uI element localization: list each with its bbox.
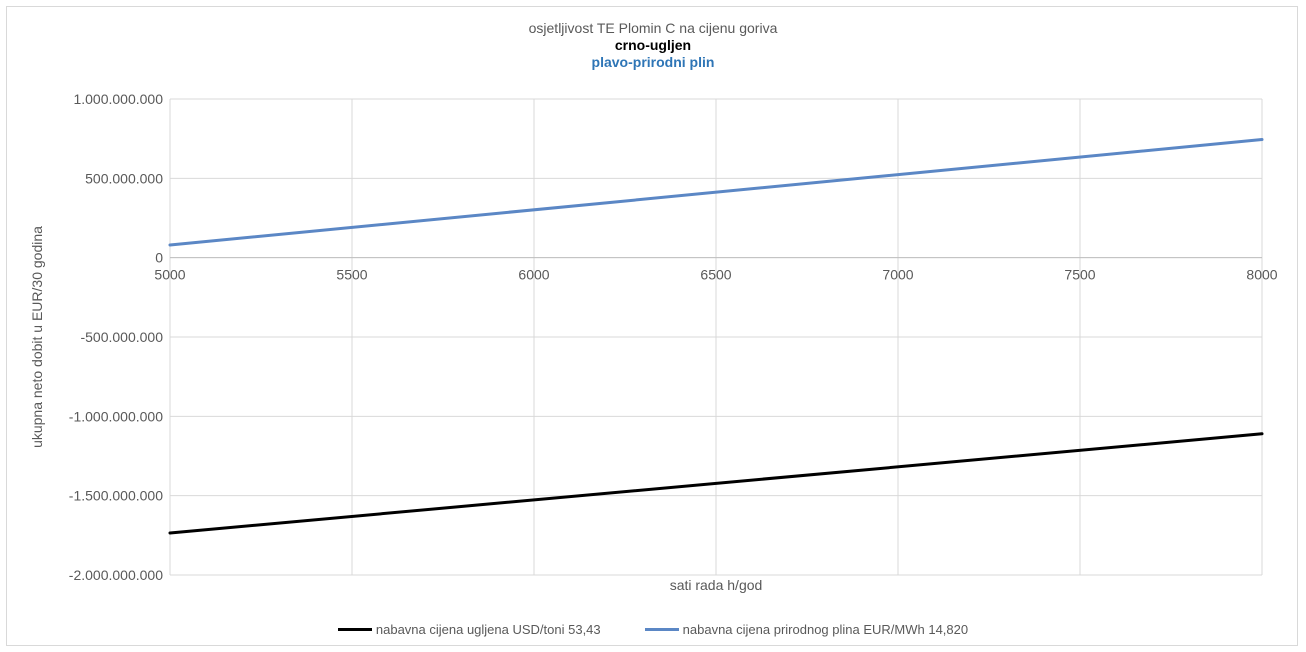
y-tick-label: -2.000.000.000 (69, 567, 163, 583)
legend-label-coal: nabavna cijena ugljena USD/toni 53,43 (375, 622, 601, 637)
legend: nabavna cijena ugljena USD/toni 53,43 na… (0, 622, 1306, 637)
series-lines (168, 137, 1264, 535)
x-tick-label: 6500 (700, 267, 731, 283)
chart-frame (6, 6, 1298, 646)
legend-label-gas: nabavna cijena prirodnog plina EUR/MWh 1… (682, 622, 969, 637)
x-tick-label: 8000 (1246, 267, 1277, 283)
y-tick-label: -500.000.000 (80, 329, 163, 345)
chart-title-block: osjetljivost TE Plomin C na cijenu goriv… (0, 20, 1306, 71)
x-tick-labels: 5000 5500 6000 6500 7000 7500 8000 (154, 267, 1277, 283)
x-tick-label: 5500 (336, 267, 367, 283)
x-tick-label: 7500 (1064, 267, 1095, 283)
y-tick-label: -1.500.000.000 (69, 488, 163, 504)
x-tick-label: 7000 (882, 267, 913, 283)
y-axis-title: ukupna neto dobit u EUR/30 godina (29, 226, 45, 448)
legend-swatch-gas (644, 628, 679, 631)
chart-subtitle-coal: crno-ugljen (614, 37, 692, 53)
legend-swatch-coal (337, 628, 372, 631)
y-tick-label: 1.000.000.000 (73, 91, 163, 107)
legend-item-gas: nabavna cijena prirodnog plina EUR/MWh 1… (644, 622, 969, 637)
gridlines (169, 98, 1263, 576)
legend-item-coal: nabavna cijena ugljena USD/toni 53,43 (337, 622, 601, 637)
chart-subtitle-gas: plavo-prirodni plin (591, 54, 715, 70)
y-tick-label: 500.000.000 (85, 170, 163, 186)
series-line-gas (168, 137, 1264, 247)
y-tick-label: -1.000.000.000 (69, 408, 163, 424)
chart-title: osjetljivost TE Plomin C na cijenu goriv… (528, 20, 778, 36)
y-tick-labels: 1.000.000.000 500.000.000 0 -500.000.000 -1.… (69, 91, 163, 583)
x-axis-title: sati rada h/god (670, 577, 763, 593)
x-tick-label: 6000 (518, 267, 549, 283)
x-tick-label: 5000 (154, 267, 185, 283)
y-tick-label: 0 (155, 250, 163, 266)
series-line-coal (168, 432, 1264, 535)
